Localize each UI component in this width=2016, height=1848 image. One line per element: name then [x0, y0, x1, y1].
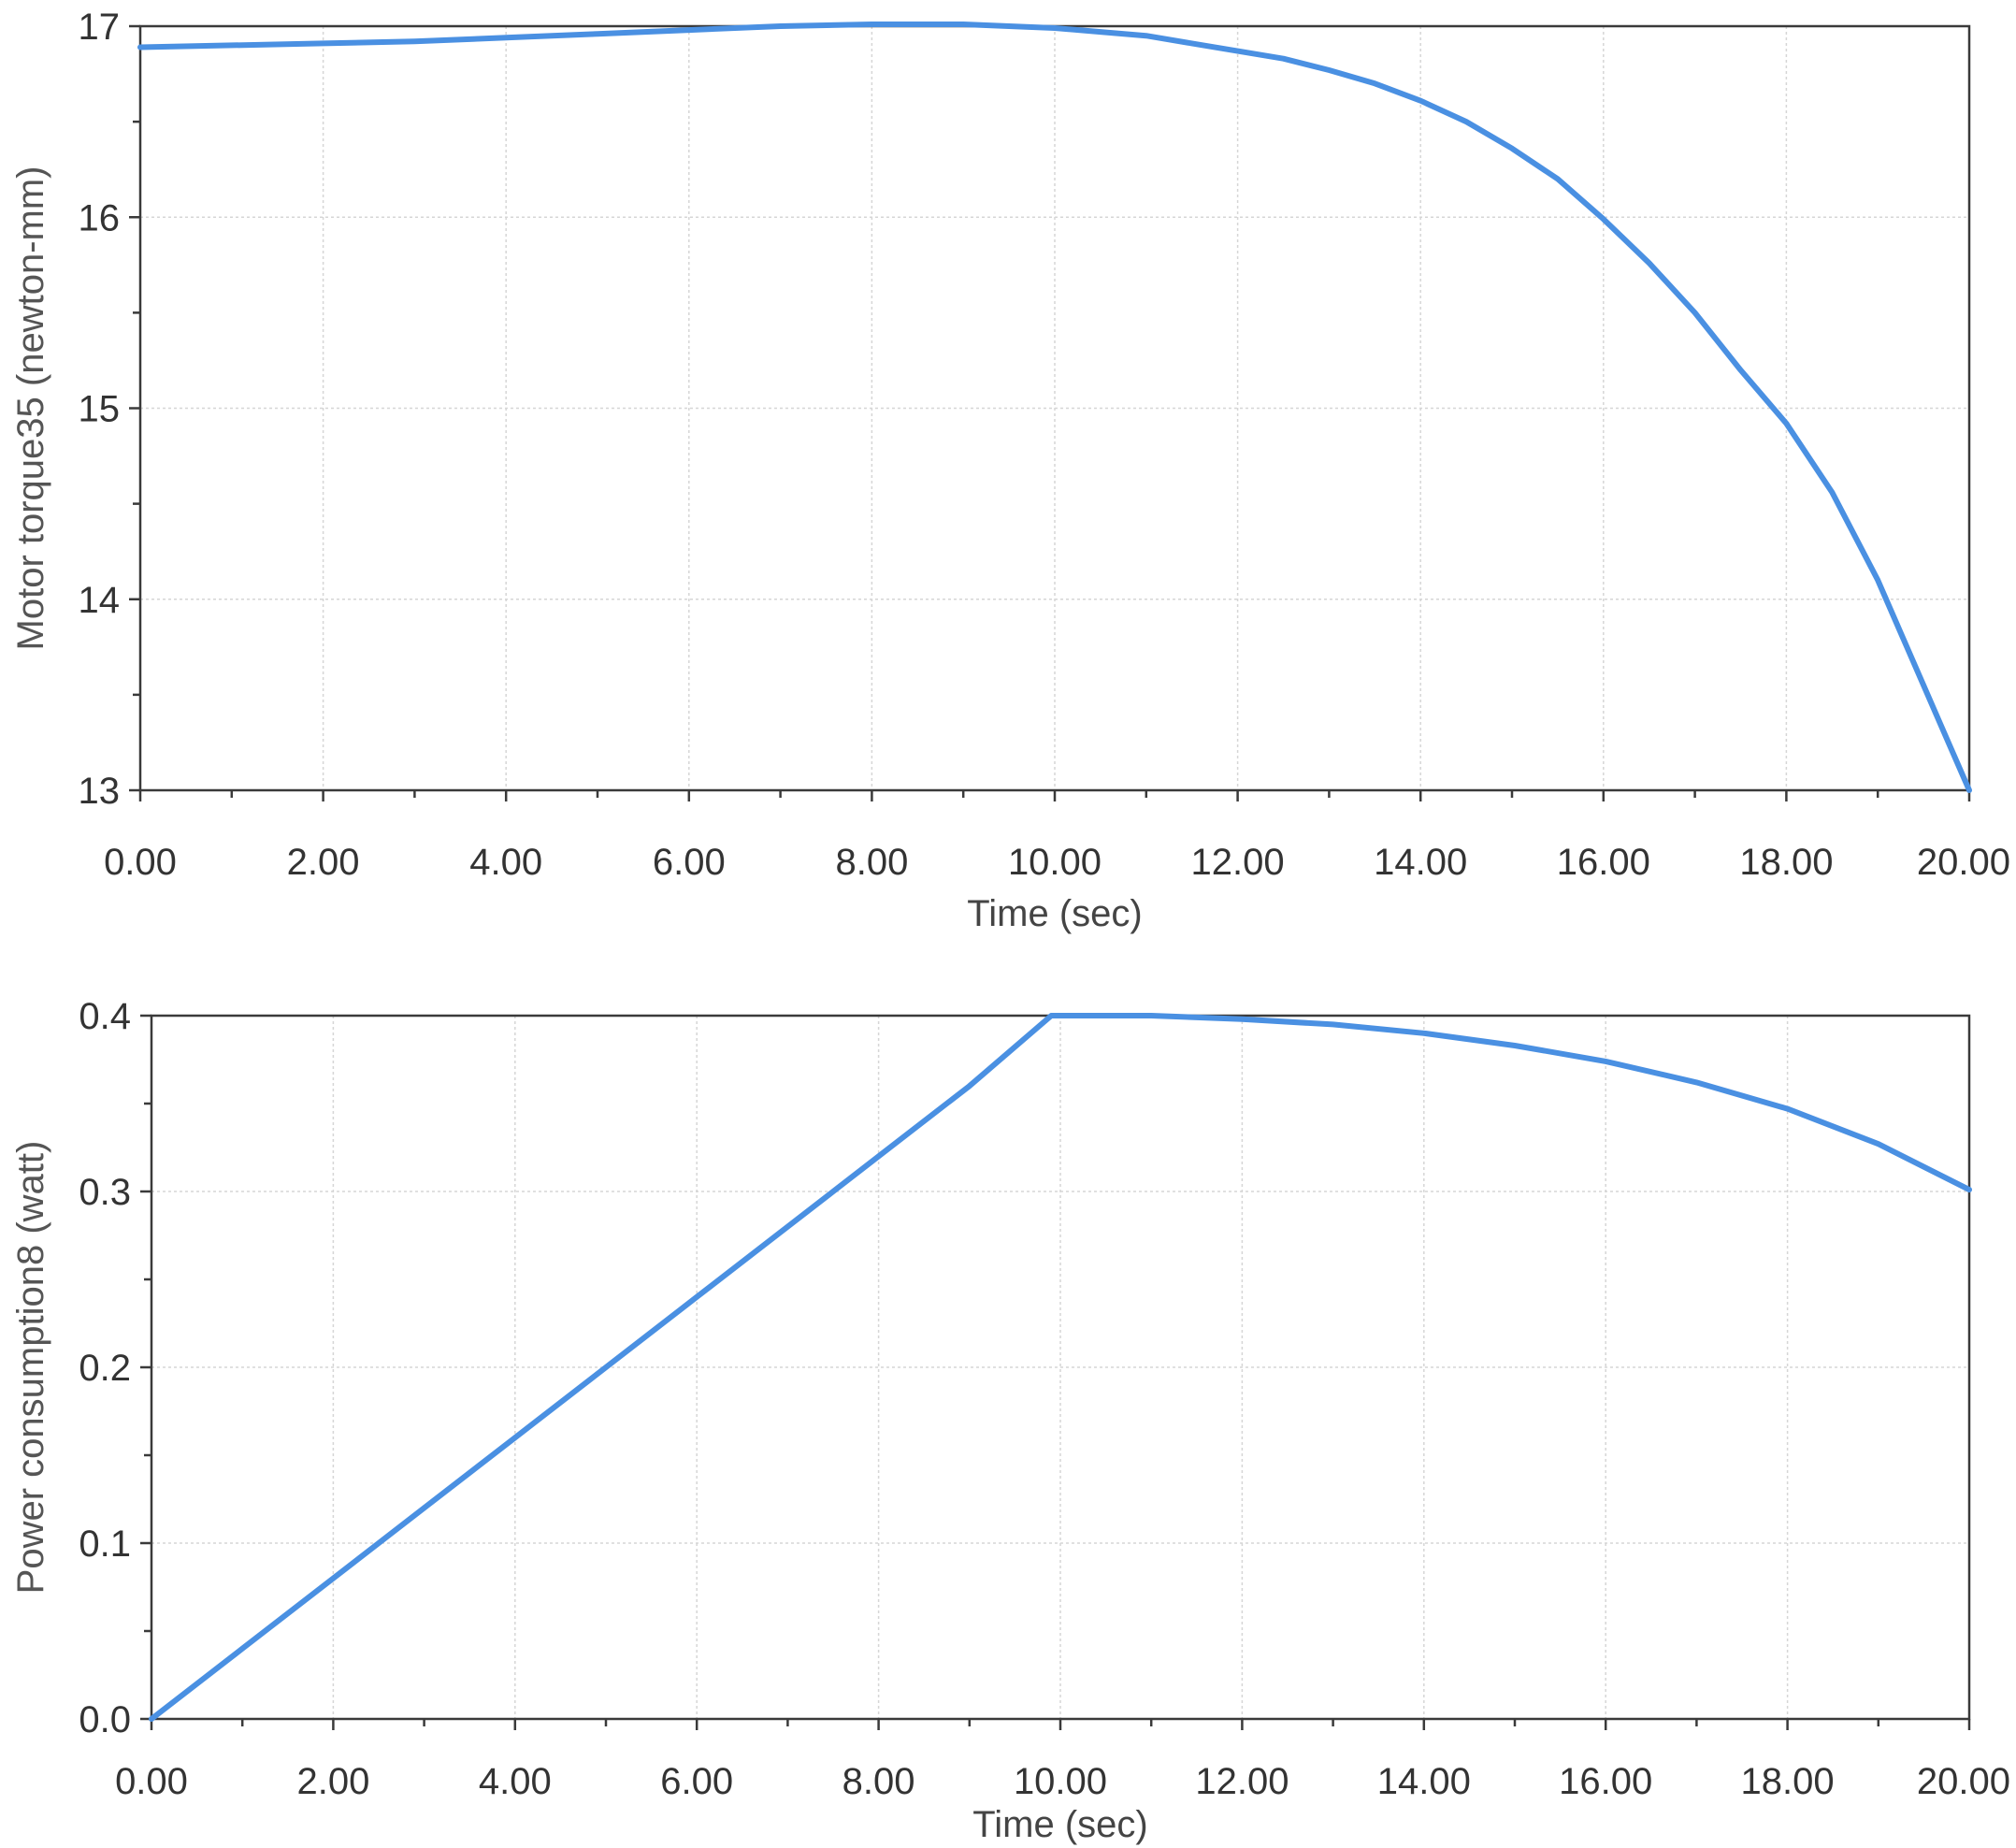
torque-data-point: [1692, 310, 1698, 315]
power-x-tick-label: 18.00: [1741, 1761, 1835, 1802]
torque-data-point: [1738, 368, 1743, 373]
power-y-tick-label: 0.0: [79, 1699, 131, 1740]
power-data-point: [1058, 1013, 1063, 1018]
power-data-point: [1239, 1017, 1245, 1022]
power-data-point: [330, 1576, 336, 1581]
power-x-tick-label: 20.00: [1917, 1761, 2010, 1802]
power-y-tick-label: 0.1: [79, 1523, 131, 1565]
power-data-point: [694, 1294, 699, 1300]
power-data-point: [1512, 1043, 1518, 1048]
power-data-point: [1331, 1021, 1336, 1027]
torque-x-tick-label: 14.00: [1374, 842, 1467, 883]
torque-y-tick-label: 16: [79, 197, 121, 238]
torque-x-tick-label: 0.00: [104, 842, 177, 883]
power-data-point: [967, 1083, 972, 1089]
torque-data-point: [686, 27, 692, 33]
power-x-tick-label: 4.00: [479, 1761, 552, 1802]
torque-x-tick-label: 10.00: [1008, 842, 1102, 883]
torque-data-point: [1948, 745, 1953, 751]
torque-data-point: [1463, 119, 1469, 124]
power-x-axis-title: Time (sec): [972, 1804, 1147, 1845]
torque-data-point: [1326, 67, 1332, 73]
power-data-point: [1693, 1079, 1699, 1085]
power-x-tick-label: 2.00: [296, 1761, 369, 1802]
torque-data-point: [1875, 577, 1880, 583]
torque-chart: 0.00 2.00 4.00 6.00 8.00 10.00 12.00 14.00 16.00…: [10, 7, 2010, 934]
torque-y-axis-title: Motor torque35 (newton-mm): [10, 166, 51, 651]
power-y-axis-title: Power consumption8 (watt): [10, 1141, 51, 1595]
power-data-point: [1148, 1013, 1154, 1018]
torque-y-tick-label: 13: [79, 771, 121, 812]
power-x-tick-label: 0.00: [115, 1761, 188, 1802]
torque-y-tick-label: 15: [79, 389, 121, 430]
torque-x-tick-label: 18.00: [1739, 842, 1833, 883]
torque-data-point: [1647, 260, 1652, 266]
power-data-point: [1603, 1059, 1608, 1064]
power-data-point: [149, 1716, 154, 1722]
torque-data-point: [1144, 33, 1149, 38]
power-x-tick-label: 16.00: [1559, 1761, 1652, 1802]
power-chart: 0.00 2.00 4.00 6.00 8.00 10.00 12.00 14.00 16.00…: [10, 996, 2010, 1845]
torque-data-point: [503, 35, 509, 40]
torque-data-point: [1783, 421, 1789, 426]
torque-data-point: [137, 44, 143, 50]
torque-data-point: [1966, 787, 1972, 793]
torque-x-axis-title: Time (sec): [967, 893, 1142, 934]
power-x-tick-label: 6.00: [660, 1761, 733, 1802]
torque-data-point: [1098, 29, 1103, 35]
torque-x-tick-label: 8.00: [835, 842, 908, 883]
power-data-point: [1876, 1141, 1881, 1147]
torque-data-point: [1601, 216, 1606, 222]
power-data-point: [603, 1364, 609, 1370]
power-series-line: [149, 1013, 1972, 1722]
torque-data-point: [1052, 25, 1058, 31]
power-data-point: [1048, 1013, 1054, 1018]
power-data-point: [1966, 1187, 1972, 1192]
power-data-point: [1421, 1031, 1427, 1036]
power-data-point: [512, 1435, 518, 1440]
torque-x-tick-label: 4.00: [469, 842, 542, 883]
power-x-tick-label: 8.00: [842, 1761, 915, 1802]
torque-data-point: [1829, 489, 1835, 495]
torque-y-tick-label: 17: [79, 7, 121, 48]
torque-x-tick-label: 20.00: [1917, 842, 2010, 883]
power-data-point: [239, 1646, 245, 1652]
torque-x-tick-label: 12.00: [1191, 842, 1285, 883]
torque-data-point: [1235, 49, 1241, 54]
power-x-tick-label: 12.00: [1195, 1761, 1289, 1802]
torque-y-tick-label: 14: [79, 580, 121, 621]
power-data-point: [422, 1505, 427, 1510]
torque-data-point: [411, 38, 417, 44]
power-data-point: [785, 1224, 790, 1230]
torque-data-point: [1509, 146, 1515, 152]
torque-data-point: [1372, 80, 1377, 86]
torque-data-point: [595, 31, 600, 36]
torque-data-point: [1921, 683, 1926, 688]
power-y-tick-label: 0.4: [79, 996, 131, 1037]
torque-data-point: [869, 22, 874, 27]
power-data-point: [876, 1153, 882, 1159]
power-x-tick-label: 10.00: [1014, 1761, 1107, 1802]
power-data-point: [1785, 1106, 1791, 1112]
torque-data-point: [1555, 176, 1561, 181]
torque-data-point: [778, 23, 784, 29]
torque-data-point: [1418, 98, 1423, 104]
torque-data-point: [1281, 56, 1286, 62]
power-y-tick-label: 0.3: [79, 1172, 131, 1213]
torque-data-point: [321, 40, 326, 46]
torque-x-tick-label: 2.00: [287, 842, 360, 883]
torque-data-point: [1189, 40, 1195, 46]
torque-data-point: [960, 22, 966, 27]
power-y-tick-label: 0.2: [79, 1348, 131, 1389]
torque-x-tick-label: 16.00: [1557, 842, 1650, 883]
torque-x-tick-label: 6.00: [653, 842, 726, 883]
power-x-tick-label: 14.00: [1377, 1761, 1471, 1802]
